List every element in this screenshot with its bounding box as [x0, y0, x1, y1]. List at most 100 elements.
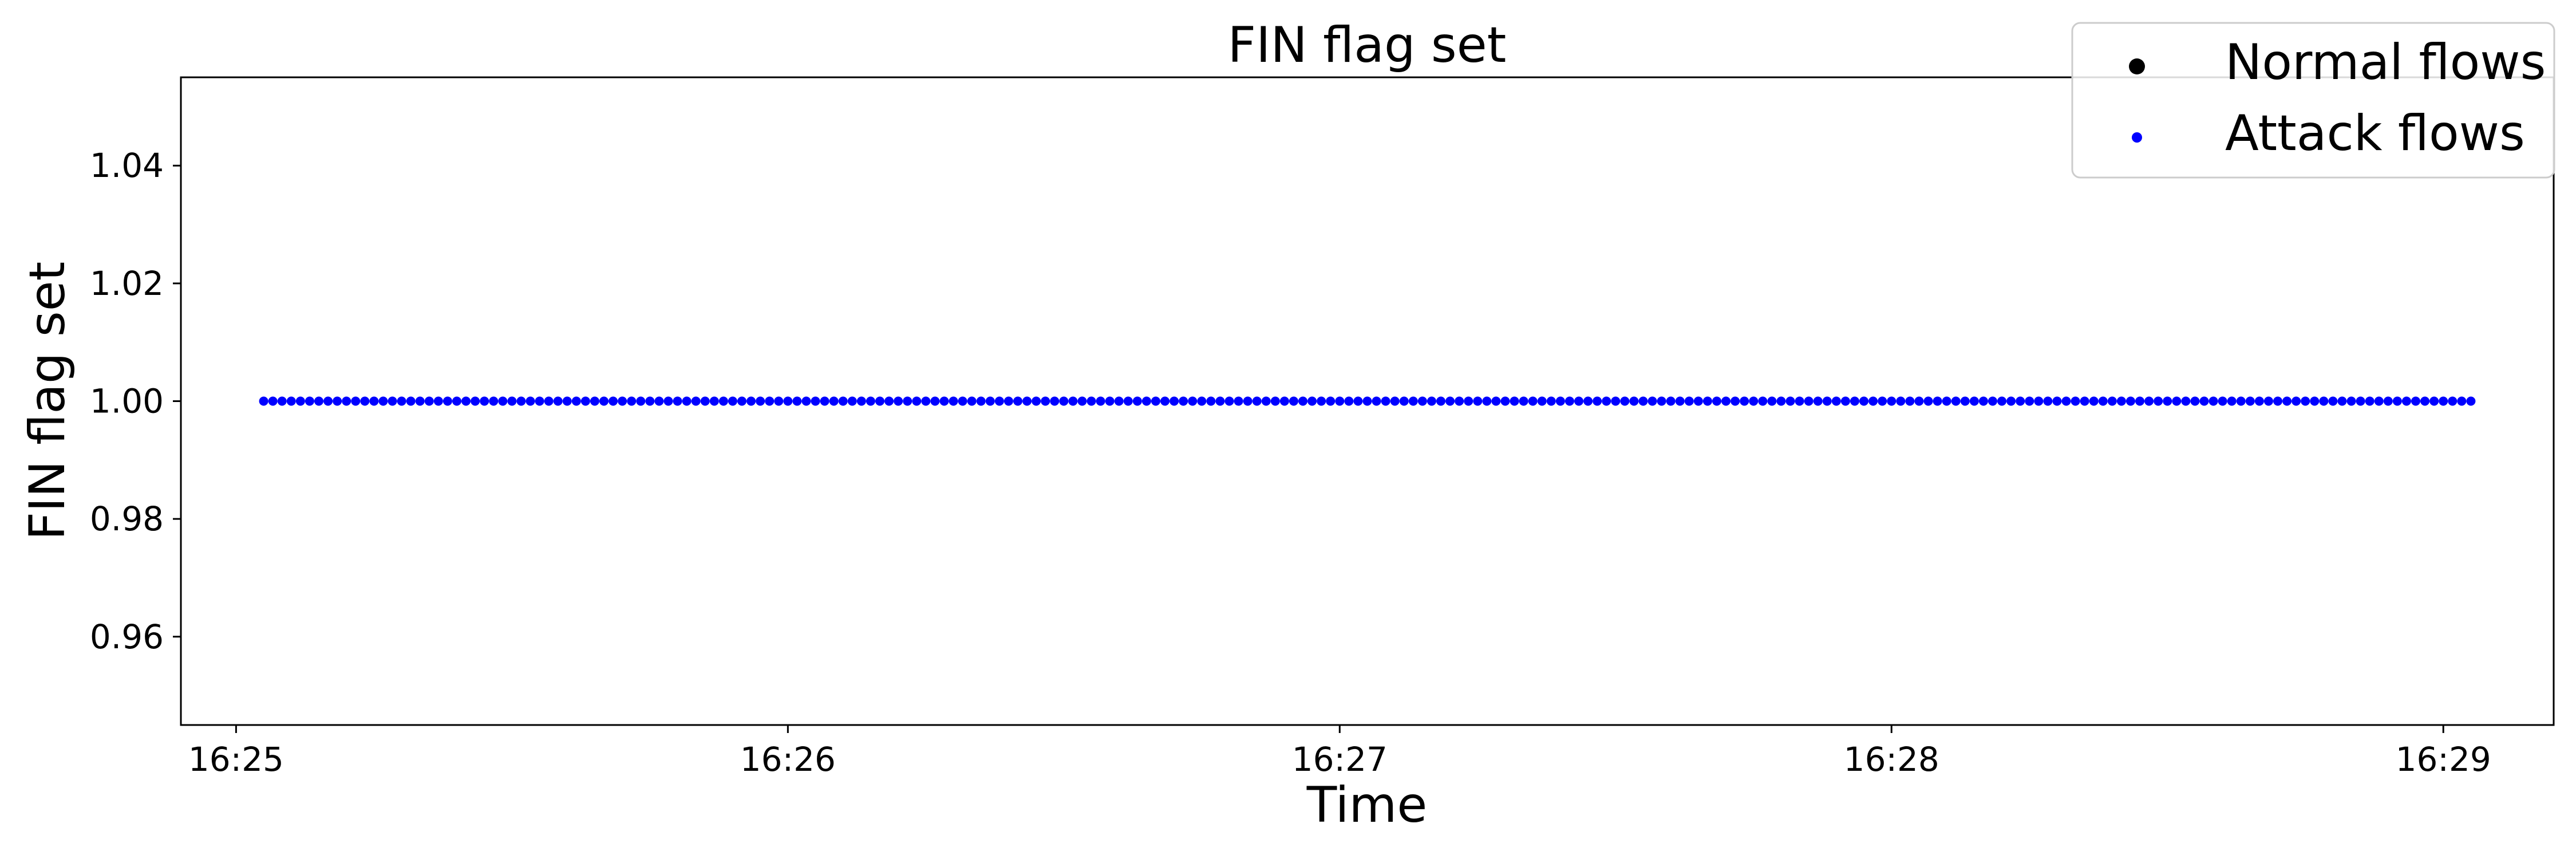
x-tick-label: 16:25 — [188, 740, 284, 779]
data-point-series-1-16:27:55 — [1840, 396, 1850, 406]
data-point-series-1-16:28:51 — [2356, 396, 2365, 406]
data-point-series-1-16:26:06 — [838, 396, 848, 406]
data-point-series-1-16:26:47 — [1215, 396, 1225, 406]
data-point-series-1-16:28:08 — [1960, 396, 1970, 406]
data-point-series-1-16:28:14 — [2016, 396, 2025, 406]
data-point-series-1-16:27:05 — [1381, 396, 1390, 406]
data-point-series-1-16:25:16 — [378, 396, 388, 406]
x-tick-label: 16:28 — [1844, 740, 1939, 779]
data-point-series-1-16:28:16 — [2034, 396, 2044, 406]
data-point-series-1-16:28:38 — [2236, 396, 2246, 406]
data-point-series-1-16:25:07 — [295, 396, 305, 406]
data-point-series-1-16:25:47 — [663, 396, 673, 406]
legend-marker-attack — [2132, 132, 2142, 143]
data-point-series-1-16:28:55 — [2392, 396, 2402, 406]
data-point-series-1-16:26:53 — [1270, 396, 1280, 406]
data-point-series-1-16:25:03 — [259, 396, 268, 406]
data-point-series-1-16:28:50 — [2346, 396, 2356, 406]
data-point-series-1-16:28:27 — [2135, 396, 2145, 406]
data-point-series-1-16:25:24 — [452, 396, 461, 406]
data-point-series-1-16:27:44 — [1740, 396, 1749, 406]
data-point-series-1-16:25:50 — [691, 396, 701, 406]
data-point-series-1-16:26:43 — [1179, 396, 1188, 406]
data-point-series-1-16:25:20 — [415, 396, 425, 406]
data-point-series-1-16:27:38 — [1684, 396, 1694, 406]
data-point-series-1-16:27:43 — [1730, 396, 1740, 406]
data-point-series-1-16:27:01 — [1344, 396, 1354, 406]
data-point-series-1-16:27:33 — [1638, 396, 1648, 406]
data-point-series-1-16:25:53 — [718, 396, 728, 406]
data-point-series-1-16:25:58 — [765, 396, 775, 406]
data-point-series-1-16:27:08 — [1408, 396, 1418, 406]
data-point-series-1-16:26:38 — [1132, 396, 1142, 406]
data-point-series-1-16:28:15 — [2025, 396, 2034, 406]
data-point-series-1-16:25:44 — [636, 396, 646, 406]
data-point-series-1-16:27:25 — [1564, 396, 1574, 406]
data-point-series-1-16:25:30 — [507, 396, 517, 406]
data-point-series-1-16:26:17 — [939, 396, 949, 406]
data-point-series-1-16:25:49 — [682, 396, 692, 406]
data-point-series-1-16:28:41 — [2263, 396, 2273, 406]
data-point-series-1-16:26:14 — [912, 396, 922, 406]
data-point-series-1-16:28:34 — [2199, 396, 2209, 406]
data-point-series-1-16:25:51 — [700, 396, 710, 406]
data-point-series-1-16:27:11 — [1436, 396, 1446, 406]
data-point-series-1-16:28:12 — [1997, 396, 2007, 406]
data-point-series-1-16:26:37 — [1123, 396, 1133, 406]
data-point-series-1-16:27:32 — [1629, 396, 1639, 406]
data-point-series-1-16:25:29 — [498, 396, 508, 406]
data-point-series-1-16:25:56 — [746, 396, 756, 406]
data-point-series-1-16:27:41 — [1712, 396, 1722, 406]
data-point-series-1-16:28:07 — [1951, 396, 1961, 406]
data-point-series-1-16:28:47 — [2319, 396, 2329, 406]
data-point-series-1-16:28:24 — [2107, 396, 2117, 406]
data-point-series-1-16:26:40 — [1151, 396, 1160, 406]
data-point-series-1-16:28:54 — [2383, 396, 2393, 406]
data-point-series-1-16:27:12 — [1445, 396, 1455, 406]
data-point-series-1-16:26:32 — [1077, 396, 1087, 406]
data-point-series-1-16:27:00 — [1335, 396, 1345, 406]
data-point-series-1-16:26:09 — [866, 396, 875, 406]
data-point-series-1-16:28:10 — [1978, 396, 1988, 406]
data-point-series-1-16:28:46 — [2310, 396, 2320, 406]
data-point-series-1-16:28:04 — [1923, 396, 1933, 406]
data-point-series-1-16:26:45 — [1197, 396, 1207, 406]
data-point-series-1-16:26:54 — [1279, 396, 1289, 406]
data-point-series-1-16:26:33 — [1086, 396, 1096, 406]
data-point-series-1-16:25:23 — [442, 396, 452, 406]
data-point-series-1-16:27:54 — [1831, 396, 1841, 406]
data-point-series-1-16:28:48 — [2328, 396, 2338, 406]
data-point-series-1-16:25:33 — [535, 396, 544, 406]
data-point-series-1-16:28:17 — [2043, 396, 2053, 406]
data-point-series-1-16:28:37 — [2227, 396, 2237, 406]
data-point-series-1-16:29:02 — [2457, 396, 2467, 406]
data-point-series-1-16:26:52 — [1261, 396, 1271, 406]
data-point-series-1-16:26:50 — [1243, 396, 1253, 406]
data-point-series-1-16:25:48 — [673, 396, 682, 406]
y-axis-label: FIN flag set — [19, 262, 76, 541]
data-point-series-1-16:26:58 — [1317, 396, 1326, 406]
data-point-series-1-16:28:26 — [2125, 396, 2135, 406]
data-point-series-1-16:25:41 — [609, 396, 618, 406]
data-point-series-1-16:27:06 — [1390, 396, 1400, 406]
data-point-series-1-16:26:26 — [1022, 396, 1032, 406]
data-point-series-1-16:27:46 — [1758, 396, 1768, 406]
data-point-series-1-16:26:49 — [1234, 396, 1243, 406]
legend-label-attack: Attack flows — [2225, 105, 2525, 162]
data-point-series-1-16:26:29 — [1050, 396, 1060, 406]
data-point-series-1-16:27:21 — [1528, 396, 1538, 406]
data-point-series-1-16:28:43 — [2282, 396, 2292, 406]
data-point-series-1-16:28:53 — [2374, 396, 2384, 406]
data-point-series-1-16:27:53 — [1822, 396, 1832, 406]
data-point-series-1-16:27:27 — [1583, 396, 1593, 406]
x-axis: 16:25 16:26 16:27 16:28 16:29 — [188, 725, 2491, 779]
data-point-series-1-16:27:07 — [1399, 396, 1409, 406]
data-point-series-1-16:25:38 — [580, 396, 590, 406]
data-point-series-1-16:25:06 — [286, 396, 296, 406]
data-point-series-1-16:25:35 — [553, 396, 563, 406]
data-point-series-1-16:26:42 — [1170, 396, 1179, 406]
data-point-series-1-16:26:25 — [1013, 396, 1022, 406]
data-point-series-1-16:26:11 — [884, 396, 894, 406]
data-point-series-1-16:26:19 — [958, 396, 967, 406]
